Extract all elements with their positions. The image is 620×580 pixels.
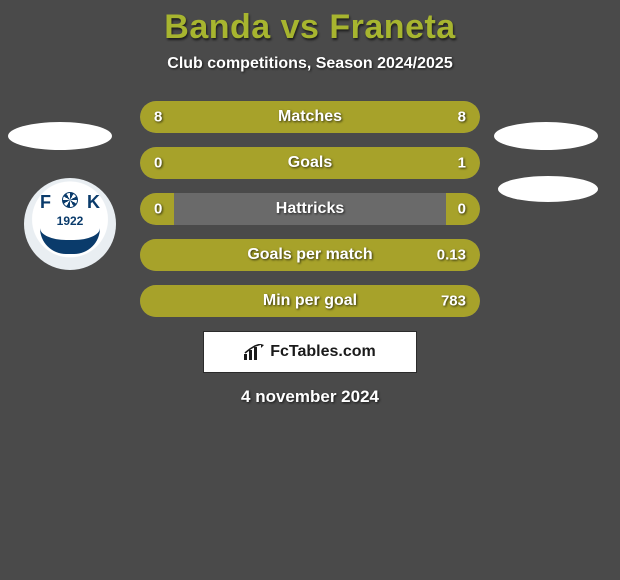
brand-text: FcTables.com (270, 343, 376, 361)
stat-fill-left (140, 147, 201, 179)
content-column: Banda vs Franeta Club competitions, Seas… (0, 0, 620, 407)
stat-row: Goals per match 0.13 (140, 239, 480, 271)
stat-row: Goals 0 1 (140, 147, 480, 179)
brand-box[interactable]: FcTables.com (203, 331, 417, 373)
stat-fill-right (201, 147, 480, 179)
stat-value-right: 0.13 (437, 247, 466, 264)
stat-value-left: 0 (154, 155, 162, 172)
stat-label: Goals (288, 154, 332, 172)
stat-label: Min per goal (263, 292, 357, 310)
brand-chart-icon (244, 344, 264, 360)
stat-row: Min per goal 783 (140, 285, 480, 317)
stats-area: Matches 8 8 Goals 0 1 Hattricks 0 0 Goals per mat… (0, 101, 620, 317)
stat-row: Matches 8 8 (140, 101, 480, 133)
stat-label: Hattricks (276, 200, 344, 218)
stat-label: Matches (278, 108, 342, 126)
stat-value-left: 0 (154, 201, 162, 218)
stat-value-right: 8 (458, 109, 466, 126)
page-title: Banda vs Franeta (164, 8, 455, 47)
page-subtitle: Club competitions, Season 2024/2025 (167, 55, 452, 73)
stat-row: Hattricks 0 0 (140, 193, 480, 225)
stat-value-right: 1 (458, 155, 466, 172)
stat-value-right: 783 (441, 293, 466, 310)
stat-value-left: 8 (154, 109, 162, 126)
footer-date: 4 november 2024 (241, 387, 379, 407)
stat-label: Goals per match (247, 246, 372, 264)
stat-value-right: 0 (458, 201, 466, 218)
